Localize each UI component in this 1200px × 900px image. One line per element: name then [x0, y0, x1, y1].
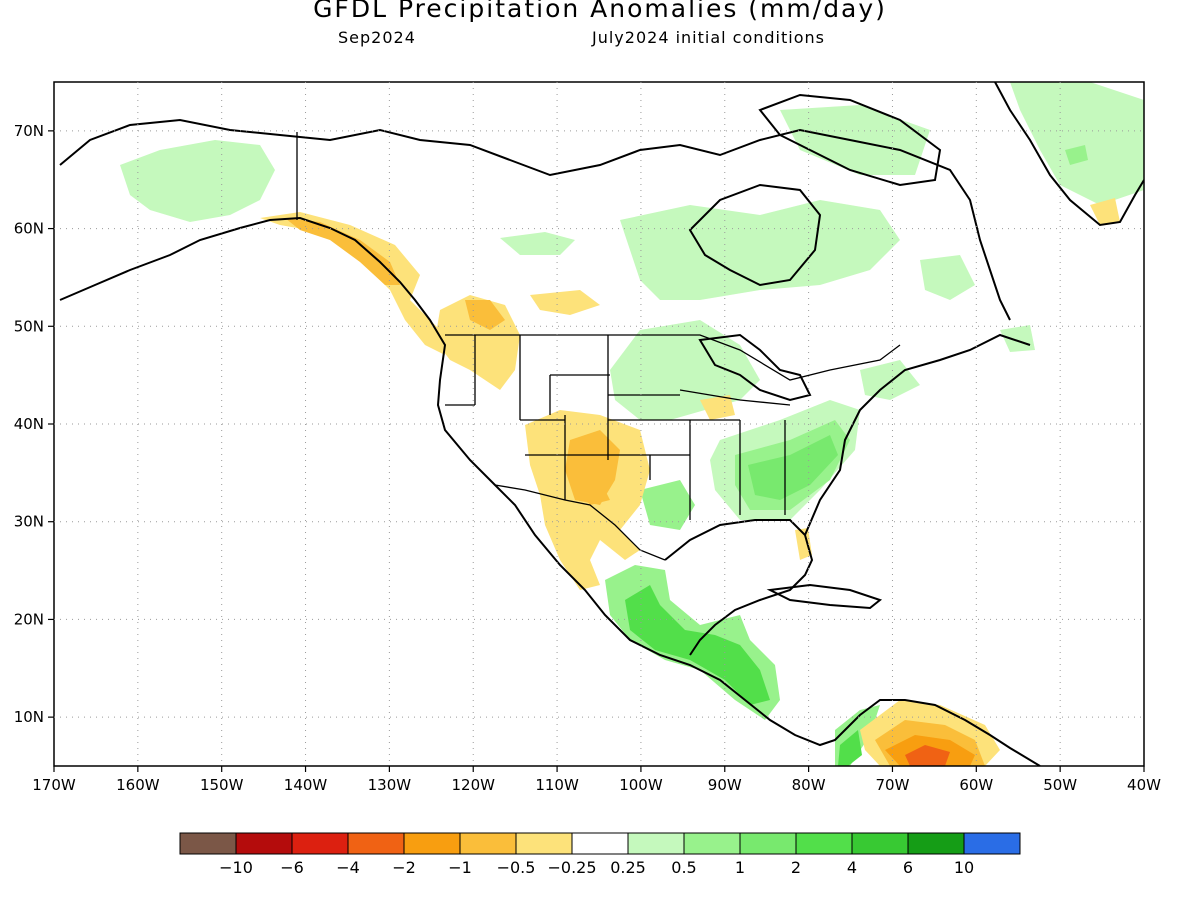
gulf-of-mexico-coast	[664, 519, 814, 656]
colorbar-label: −1	[448, 858, 472, 877]
colorbar-label: −6	[280, 858, 304, 877]
colorbar-swatch	[235, 832, 293, 855]
lon-tick-label: 150W	[200, 776, 244, 794]
colorbar-swatch	[907, 832, 965, 855]
colorbar-swatch	[963, 832, 1021, 855]
lon-tick-label: 90W	[708, 776, 742, 794]
lat-tick-label: 70N	[14, 122, 44, 140]
great-lakes	[698, 333, 812, 402]
lon-tick-label: 160W	[116, 776, 160, 794]
init-conditions-label: July2024 initial conditions	[592, 28, 825, 47]
lat-tick-label: 40N	[14, 415, 44, 433]
colorbar-swatch	[403, 832, 461, 855]
lat-tick-label: 60N	[14, 220, 44, 238]
colorbar-swatch	[515, 832, 573, 855]
lon-tick-label: 100W	[619, 776, 663, 794]
lon-tick-label: 120W	[451, 776, 495, 794]
colorbar-label: 4	[847, 858, 857, 877]
dry-area-great-plains-north	[530, 290, 600, 315]
dry-area-florida	[795, 528, 812, 560]
valid-month-label: Sep2024	[338, 28, 416, 47]
colorbar-label: 2	[791, 858, 801, 877]
colorbar-label: 6	[903, 858, 913, 877]
colorbar-swatch	[627, 832, 685, 855]
wet-area-greenland	[1010, 82, 1144, 205]
lon-tick-label: 170W	[32, 776, 76, 794]
colorbar-swatch	[683, 832, 741, 855]
colorbar-swatch	[571, 832, 629, 855]
wet-area-colombia-strong	[838, 730, 862, 766]
colorbar-label: −4	[336, 858, 360, 877]
arctic-coast	[59, 118, 1011, 321]
wet-area-new-england	[860, 360, 920, 400]
lat-tick-label: 20N	[14, 610, 44, 628]
canada-us-border	[445, 334, 901, 381]
dry-area-alaska-coast-mid	[285, 218, 400, 285]
colorbar-label: 0.5	[671, 858, 696, 877]
colorbar-swatch	[179, 832, 237, 855]
lat-tick-label: 50N	[14, 317, 44, 335]
colorbar-label: 0.25	[610, 858, 646, 877]
wet-area-alaska	[120, 140, 275, 222]
state-lines	[445, 335, 791, 520]
lon-tick-label: 70W	[876, 776, 910, 794]
lat-tick-label: 10N	[14, 708, 44, 726]
lon-tick-label: 40W	[1127, 776, 1161, 794]
us-mexico-border	[494, 484, 666, 561]
dry-area-alaska-coast	[260, 212, 445, 355]
lat-tick-label: 30N	[14, 513, 44, 531]
colorbar-label: −10	[219, 858, 253, 877]
coastlines	[59, 82, 1144, 766]
colorbar-label: −2	[392, 858, 416, 877]
dry-area-pacific-nw-mid	[465, 300, 505, 330]
colorbar-label: −0.25	[547, 858, 596, 877]
colorbar-swatch	[739, 832, 797, 855]
wet-area-greenland-core	[1065, 145, 1088, 165]
baffin-island	[758, 93, 942, 187]
east-coast	[804, 333, 1031, 536]
hudson-bay	[688, 183, 822, 287]
graticule	[54, 82, 1144, 766]
colorbar-swatch	[795, 832, 853, 855]
lon-tick-label: 60W	[959, 776, 993, 794]
political-borders	[296, 132, 901, 561]
colorbar-swatch	[851, 832, 909, 855]
dry-area-venezuela-core	[905, 745, 950, 766]
colorbar-swatch	[291, 832, 349, 855]
axis-ticks: 170W 160W 150W 140W 130W 120W 110W 100W 90W 80W 70…	[14, 122, 1161, 794]
dry-area-southwest-core	[575, 480, 610, 505]
wet-area-canada-arctic	[620, 200, 900, 300]
map-title: GFDL Precipitation Anomalies (mm/day)	[313, 0, 887, 23]
dry-area-greenland-tip	[1090, 198, 1120, 225]
colorbar-swatch	[459, 832, 517, 855]
wet-area-labrador	[920, 255, 975, 300]
colorbar-label: 10	[954, 858, 974, 877]
lon-tick-label: 130W	[368, 776, 412, 794]
north-america-coastline	[59, 216, 1041, 766]
colorbar-swatch	[347, 832, 405, 855]
colorbar: −10 −6 −4 −2 −1 −0.5 −0.25 0.25 0.5 1 2 4 6 10	[179, 832, 1021, 877]
cuba	[766, 583, 883, 610]
anomaly-shading	[120, 82, 1144, 766]
colorbar-label: 1	[735, 858, 745, 877]
lon-tick-label: 110W	[535, 776, 579, 794]
greenland-coast	[994, 82, 1144, 227]
wet-area-nw-canada	[500, 232, 575, 255]
lon-tick-label: 140W	[284, 776, 328, 794]
wet-area-southeast-strong	[748, 435, 838, 500]
lon-tick-label: 50W	[1043, 776, 1077, 794]
lon-tick-label: 80W	[792, 776, 826, 794]
wet-area-texas	[640, 480, 695, 530]
colorbar-label: −0.5	[497, 858, 536, 877]
wet-area-east-canada	[1000, 325, 1035, 352]
dry-area-ohio-valley	[700, 395, 735, 420]
